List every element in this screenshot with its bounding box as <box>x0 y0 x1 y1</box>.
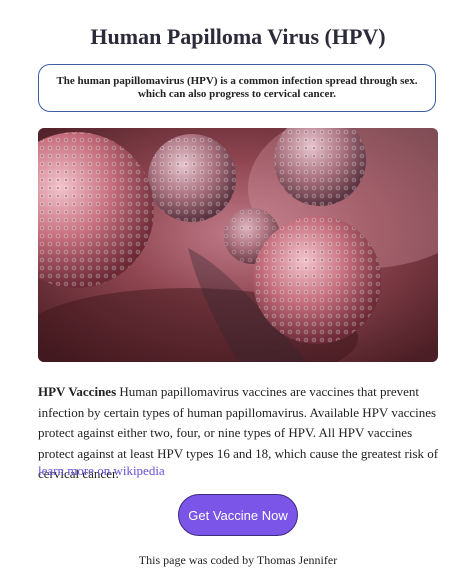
vaccine-text: Human papillomavirus vaccines are vaccin… <box>38 384 439 481</box>
footer-credit: This page was coded by Thomas Jennifer <box>138 553 338 567</box>
intro-text: The human papillomavirus (HPV) is a comm… <box>56 75 418 100</box>
page-title: Human Papilloma Virus (HPV) <box>90 24 386 49</box>
wikipedia-link[interactable]: learn more on wikipedia <box>38 463 165 478</box>
intro-box: The human papillomavirus (HPV) is a comm… <box>38 64 436 112</box>
get-vaccine-button[interactable]: Get Vaccine Now <box>178 494 298 536</box>
hpv-virus-image <box>38 128 438 362</box>
vaccine-heading: HPV Vaccines <box>38 384 117 399</box>
vaccine-description: HPV Vaccines Human papillomavirus vaccin… <box>38 382 440 485</box>
